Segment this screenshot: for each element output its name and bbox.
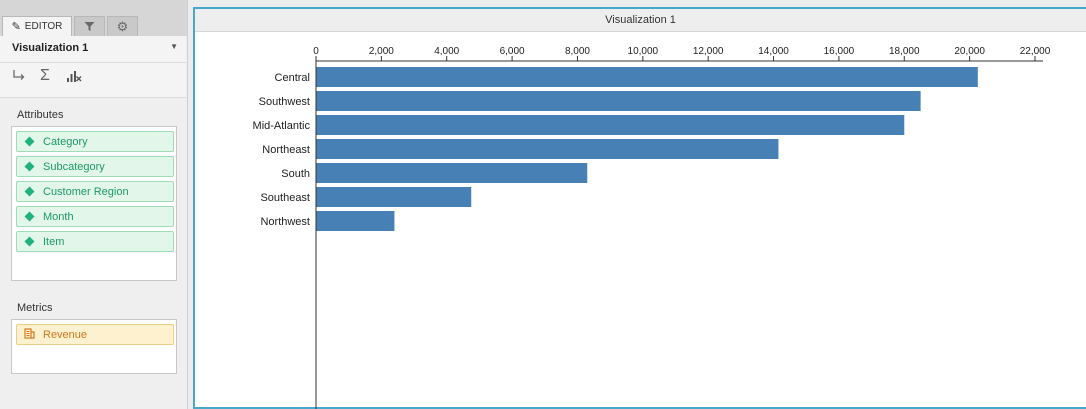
attribute-icon <box>24 161 35 172</box>
attribute-icon <box>24 136 35 147</box>
sigma-icon[interactable]: Σ <box>40 67 50 84</box>
x-tick-label: 16,000 <box>824 46 855 57</box>
bar <box>316 91 921 111</box>
x-tick-label: 20,000 <box>954 46 985 57</box>
chart-clear-icon[interactable] <box>66 69 82 87</box>
bar <box>316 139 779 159</box>
visualization-name: Visualization 1 <box>12 42 89 54</box>
tab-editor-label: EDITOR <box>24 21 63 32</box>
pivot-icon[interactable] <box>12 69 26 87</box>
category-label: Southwest <box>259 96 310 108</box>
bar-chart: 0 2,000 4,000 6,000 8,000 10,000 12,000 14,000 1… <box>253 46 1051 409</box>
x-tick-label: 4,000 <box>434 46 459 57</box>
bar <box>316 187 472 207</box>
visualization-title: Visualization 1 <box>195 9 1086 32</box>
metric-label: Revenue <box>43 328 88 341</box>
metric-chip[interactable]: Revenue <box>16 324 174 345</box>
editor-panel: ✎ EDITOR ⚙ Visualization 1 ▼ Σ <box>0 0 188 409</box>
category-label: Mid-Atlantic <box>253 120 311 132</box>
metrics-label: Metrics <box>17 302 53 314</box>
x-tick-label: 6,000 <box>500 46 525 57</box>
bar <box>316 67 978 87</box>
bar <box>316 211 395 231</box>
category-label: Northwest <box>260 216 310 228</box>
category-label: Northeast <box>262 144 310 156</box>
tab-editor[interactable]: ✎ EDITOR <box>2 16 72 36</box>
x-tick-label: 8,000 <box>565 46 590 57</box>
visualization-panel[interactable]: Visualization 1 0 2,000 4,000 6,000 8,000 10,… <box>193 7 1086 409</box>
attribute-chip[interactable]: Item <box>16 231 174 252</box>
attribute-icon <box>24 211 35 222</box>
x-tick-label: 12,000 <box>693 46 724 57</box>
attributes-label: Attributes <box>17 109 64 121</box>
visualization-selector[interactable]: Visualization 1 ▼ <box>0 36 186 63</box>
attribute-label: Month <box>43 210 74 223</box>
metric-icon <box>24 327 35 342</box>
editor-toolbar: Σ <box>0 63 186 98</box>
attribute-chip[interactable]: Customer Region <box>16 181 174 202</box>
attribute-label: Subcategory <box>43 160 105 173</box>
pencil-icon: ✎ <box>11 21 21 33</box>
tab-settings[interactable]: ⚙ <box>107 16 138 36</box>
tab-filter[interactable] <box>74 16 105 36</box>
attribute-icon <box>24 236 35 247</box>
attribute-icon <box>24 186 35 197</box>
category-label: Central <box>275 72 310 84</box>
attribute-chip[interactable]: Category <box>16 131 174 152</box>
attribute-chip[interactable]: Month <box>16 206 174 227</box>
metrics-well[interactable]: Revenue <box>11 319 177 374</box>
chevron-down-icon[interactable]: ▼ <box>170 42 178 51</box>
attribute-label: Category <box>43 135 88 148</box>
x-tick-label: 22,000 <box>1020 46 1051 57</box>
filter-icon <box>84 22 95 31</box>
attributes-well[interactable]: Category Subcategory Customer Region Mon… <box>11 126 177 281</box>
gear-icon: ⚙ <box>116 18 129 34</box>
attribute-label: Customer Region <box>43 185 129 198</box>
editor-tabbar: ✎ EDITOR ⚙ <box>0 0 187 36</box>
x-tick-label: 18,000 <box>889 46 920 57</box>
bar <box>316 115 905 135</box>
x-tick-label: 2,000 <box>369 46 394 57</box>
bar <box>316 163 588 183</box>
category-label: South <box>281 168 310 180</box>
attribute-chip[interactable]: Subcategory <box>16 156 174 177</box>
x-tick-label: 14,000 <box>758 46 789 57</box>
x-tick-label: 10,000 <box>628 46 659 57</box>
attribute-label: Item <box>43 235 65 248</box>
x-tick-label: 0 <box>313 46 319 57</box>
category-label: Southeast <box>260 192 310 204</box>
